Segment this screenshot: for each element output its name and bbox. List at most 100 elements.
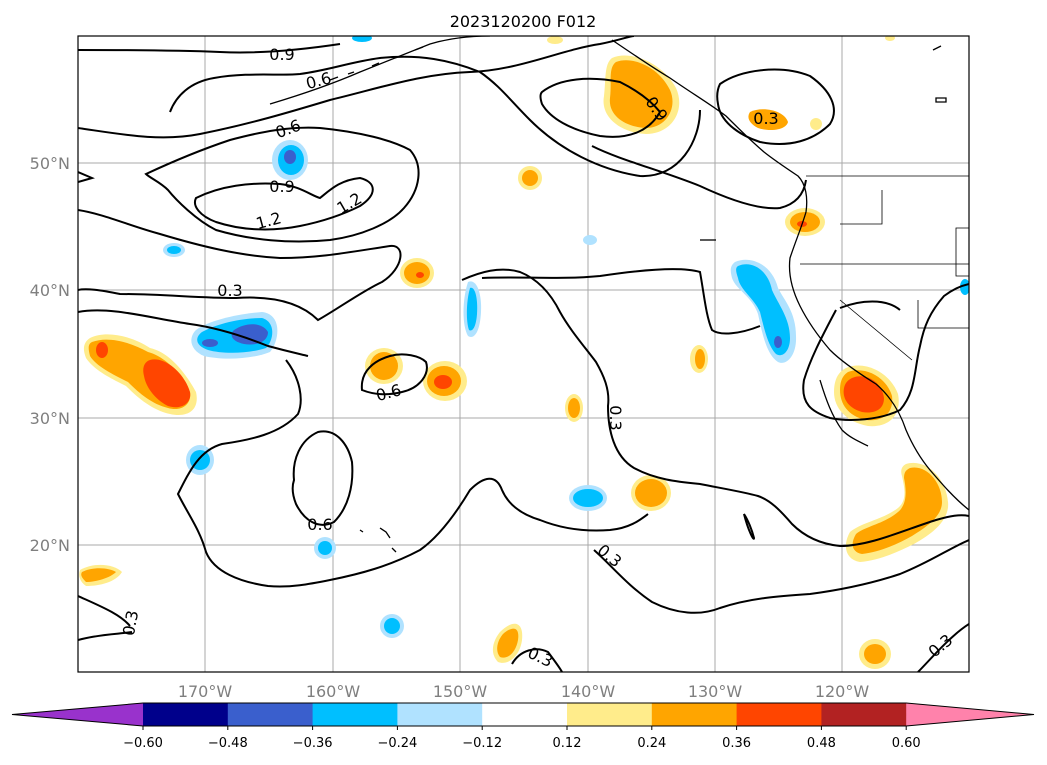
anomaly-positive-light [885, 36, 895, 41]
contour-label: 0.9 [269, 177, 294, 196]
contour-line [481, 268, 761, 335]
anomaly-positive-moderate [522, 170, 538, 186]
colorbar-extend-min [12, 703, 143, 726]
anomaly-positive-moderate [695, 349, 705, 369]
anomaly-negative-moderate [318, 541, 332, 555]
anomaly-negative-strong [231, 324, 268, 345]
contour-line [78, 309, 309, 357]
state-borders-2 [839, 227, 969, 361]
anomaly-positive-moderate [370, 352, 398, 380]
colorbar-tick-label: −0.60 [123, 736, 163, 751]
shaded-anomalies [79, 36, 969, 669]
anomaly-positive-strong [843, 376, 884, 413]
anomaly-negative-moderate [960, 279, 969, 295]
baja-coast [819, 379, 869, 447]
colorbar-tick-label: −0.48 [208, 736, 248, 751]
colorbar-segment [482, 703, 568, 726]
anomaly-negative-strong [202, 339, 218, 347]
contour-line [461, 268, 969, 548]
anomaly-positive-moderate [568, 398, 580, 418]
coastlines [269, 36, 969, 553]
latitude-labels: 50°N 40°N 30°N 20°N [30, 154, 70, 555]
lat-label-40n: 40°N [30, 281, 70, 300]
anomaly-negative-strong [284, 150, 296, 164]
colorbar: −0.60 −0.48 −0.36 −0.24 −0.12 0.12 0.24 0.36 0.4… [11, 702, 1035, 751]
contour-label: 0.3 [753, 109, 778, 128]
colorbar-tick-label: 0.36 [722, 736, 751, 751]
colorbar-tick-label: −0.24 [377, 736, 417, 751]
contour-line [593, 539, 969, 614]
anomaly-positive-strong [143, 359, 191, 408]
lat-label-20n: 20°N [30, 536, 70, 555]
contour-label: 0.3 [606, 405, 625, 430]
anomaly-positive-strong [434, 375, 452, 389]
map-title: 2023120200 F012 [450, 12, 597, 31]
anomaly-negative-moderate [573, 489, 603, 507]
colorbar-segment [567, 703, 653, 726]
anomaly-positive-moderate [852, 467, 942, 554]
contour-label: 0.3 [119, 609, 142, 637]
lon-label-160w: 160°W [306, 682, 361, 701]
political-borders [800, 175, 969, 361]
contour-line [169, 55, 701, 178]
contour-line [78, 595, 131, 627]
colorbar-tick-label: −0.12 [462, 736, 502, 751]
lon-label-120w: 120°W [815, 682, 870, 701]
anomaly-positive-light [547, 36, 563, 44]
anomaly-positive-moderate [81, 568, 116, 582]
contour-line [194, 176, 374, 231]
colorbar-tick-label: 0.24 [637, 736, 666, 751]
anomaly-negative-moderate [384, 618, 400, 634]
colorbar-tick-label: −0.36 [293, 736, 333, 751]
aleutian-chain-coast [269, 36, 491, 105]
colorbar-tick-label: 0.12 [553, 736, 582, 751]
anomaly-negative-moderate [167, 246, 181, 254]
contour-line [78, 171, 95, 183]
colorbar-segment [651, 703, 738, 726]
colorbar-segment [736, 703, 822, 726]
colorbar-tick-label: 0.48 [807, 736, 836, 751]
anomaly-positive-moderate [497, 628, 519, 658]
contour-line [78, 631, 133, 641]
contour-line [839, 300, 901, 311]
contour-line [78, 209, 402, 322]
contour-line [539, 77, 662, 138]
colorbar-tick-label: 0.60 [892, 736, 921, 751]
anomaly-negative-moderate [466, 287, 478, 331]
contour-label: 0.3 [217, 281, 242, 300]
contour-label: 0.9 [269, 45, 294, 64]
contour-line [78, 43, 341, 54]
contour-line [591, 145, 807, 210]
contour-line [176, 359, 649, 588]
colorbar-segment [821, 703, 907, 726]
colorbar-segment [143, 703, 229, 726]
colorbar-segments [11, 702, 1035, 727]
colorbar-ticks: −0.60 −0.48 −0.36 −0.24 −0.12 0.12 0.24 0.36 0.4… [123, 726, 921, 751]
state-borders [800, 190, 969, 329]
anomaly-positive-strong [96, 342, 108, 358]
anomaly-negative-strong [774, 336, 782, 348]
inland-lakes [932, 45, 947, 103]
lon-label-150w: 150°W [433, 682, 488, 701]
map-plot-area: 0.9 0.6 0.6 0.9 1.2 1.2 0.3 0.6 0.6 0.9 … [78, 36, 969, 672]
colorbar-segment [227, 703, 314, 726]
anomaly-positive-moderate [864, 644, 886, 664]
longitude-labels: 170°W 160°W 150°W 140°W 130°W 120°W [178, 682, 870, 701]
contour-line [511, 648, 563, 672]
contour-line [802, 283, 969, 421]
contour-label: 0.6 [307, 515, 332, 534]
colorbar-extend-max [906, 703, 1034, 726]
contour-line [144, 126, 420, 243]
north-america-coast [611, 39, 969, 511]
contour-line [716, 68, 835, 145]
colorbar-segment [397, 703, 483, 726]
anomaly-positive-moderate [635, 479, 667, 507]
anomaly-negative-moderate [736, 264, 790, 356]
gridlines [78, 36, 969, 672]
anomaly-negative-light [583, 235, 597, 245]
hawaii-islands [359, 527, 397, 553]
lat-label-30n: 30°N [30, 409, 70, 428]
anomaly-positive-moderate [748, 109, 788, 130]
contour-line [360, 353, 428, 396]
